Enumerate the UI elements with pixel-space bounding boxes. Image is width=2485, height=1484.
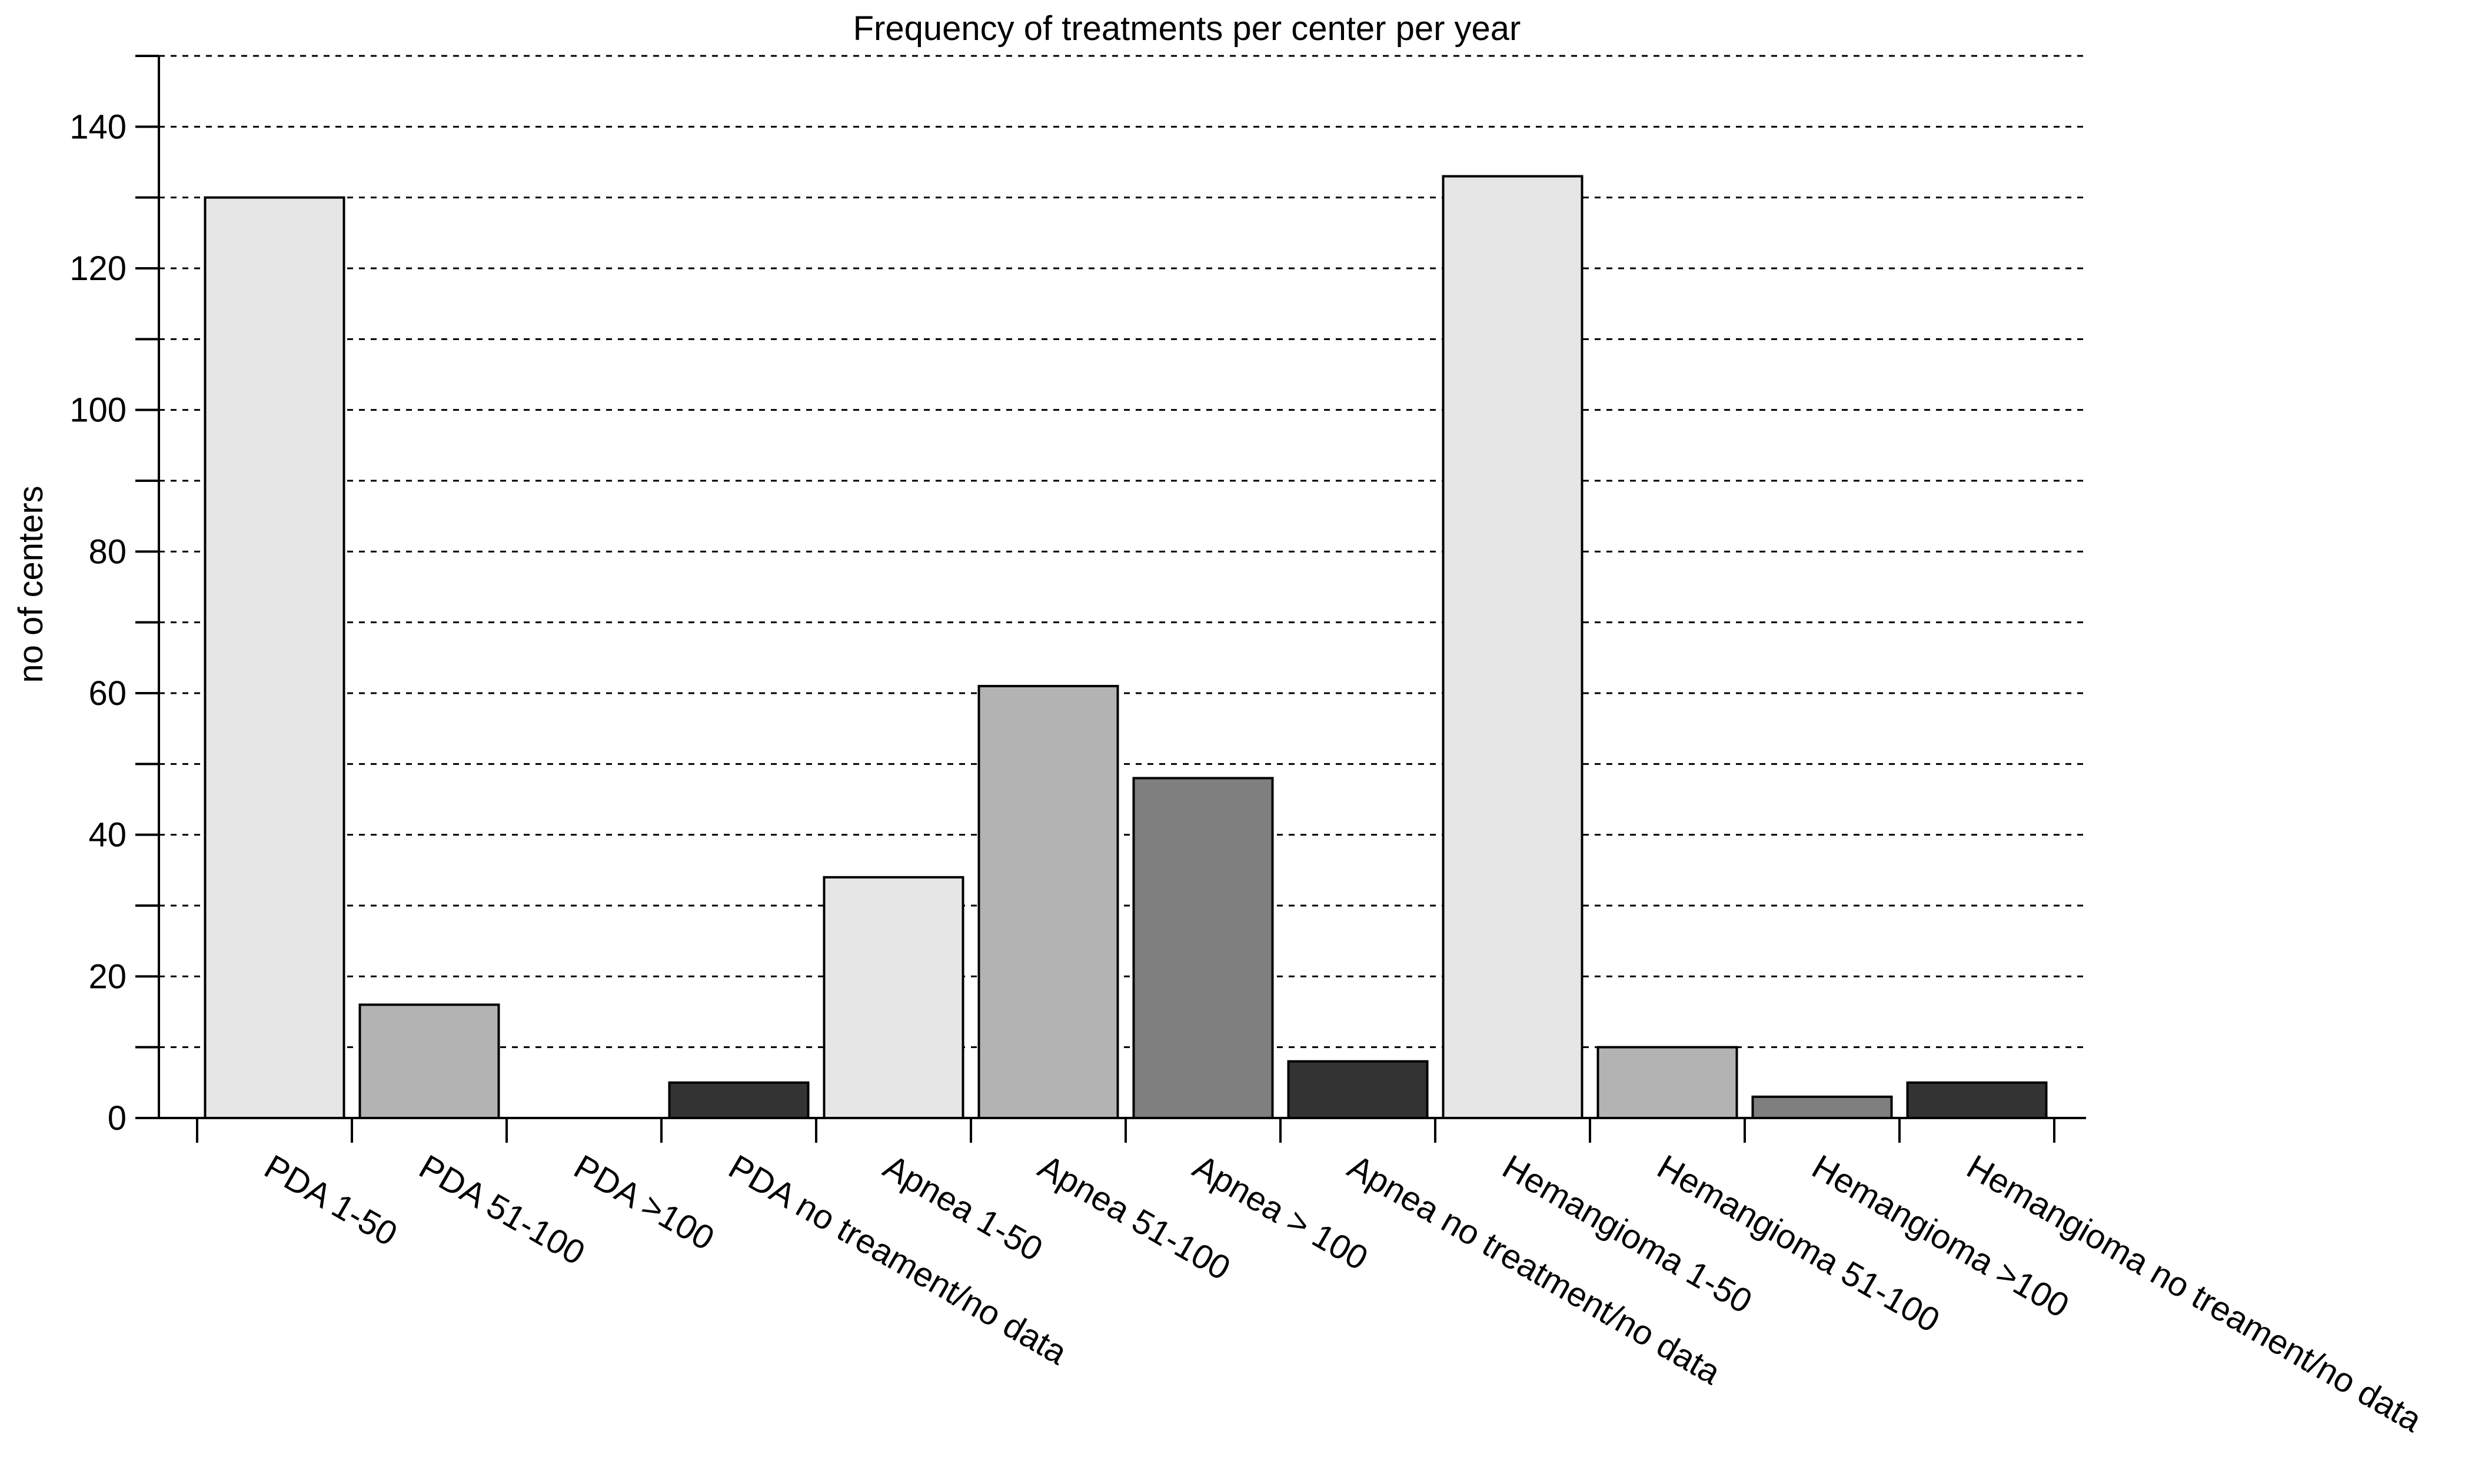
grid-lines <box>159 55 2086 1049</box>
x-tick-label: PDA 1-50 <box>258 1147 404 1253</box>
y-tick-label: 100 <box>69 391 127 430</box>
bar <box>1751 1095 1893 1120</box>
y-tick-label: 0 <box>108 1099 127 1137</box>
x-tick-label: PDA 51-100 <box>413 1147 591 1273</box>
bar <box>977 684 1119 1119</box>
bar <box>1906 1081 2048 1120</box>
x-tick-label: PDA >100 <box>568 1147 721 1258</box>
bars <box>204 175 2048 1120</box>
bar <box>1442 175 1584 1120</box>
bar <box>1287 1060 1429 1119</box>
bar <box>358 1003 500 1120</box>
y-tick-label: 80 <box>88 533 127 571</box>
x-tick-label: Hemangioma 51-100 <box>1651 1147 1947 1340</box>
y-tick-label: 120 <box>69 249 127 288</box>
y-axis-ticks: 0 20 40 60 80 100 120 140 <box>69 55 159 1137</box>
bar <box>823 876 964 1120</box>
bar <box>1596 1046 1738 1119</box>
bar <box>204 196 345 1120</box>
x-tick-label: Hemangioma >100 <box>1806 1147 2075 1325</box>
y-tick-label: 140 <box>69 108 127 146</box>
chart-title: Frequency of treatments per center per y… <box>853 9 1521 48</box>
x-tick-label: Hemangioma 1-50 <box>1496 1147 1759 1321</box>
y-tick-label: 20 <box>88 957 127 996</box>
bar <box>1132 777 1274 1119</box>
bar <box>668 1081 810 1120</box>
y-tick-label: 60 <box>88 674 127 713</box>
y-tick-label: 40 <box>88 816 127 854</box>
y-axis-label: no of centers <box>12 485 50 683</box>
axes <box>135 56 2086 1119</box>
